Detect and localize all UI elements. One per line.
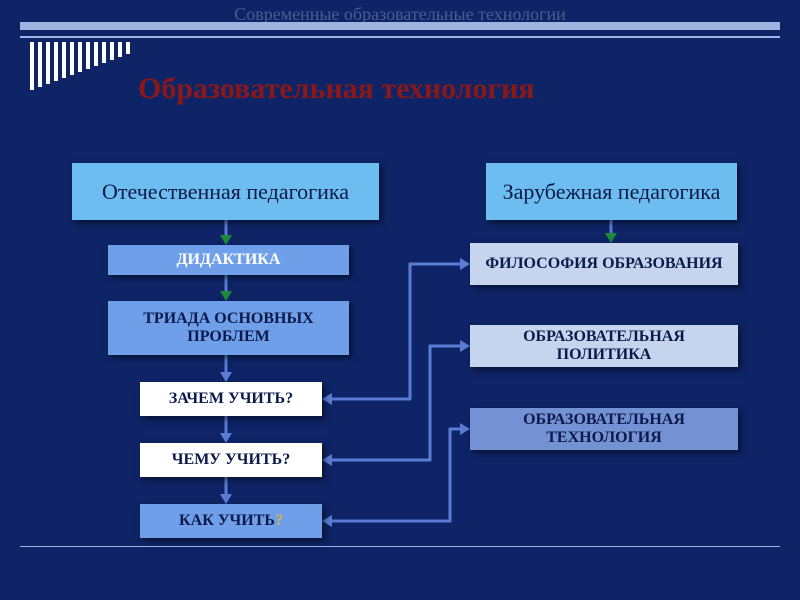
- node-philosophy: ФИЛОСОФИЯ ОБРАЗОВАНИЯ: [470, 243, 738, 285]
- node-what: ЧЕМУ УЧИТЬ?: [140, 443, 322, 477]
- node-policy: ОБРАЗОВАТЕЛЬНАЯ ПОЛИТИКА: [470, 325, 738, 367]
- slide-title: Образовательная технология: [138, 72, 535, 106]
- node-foreign: Зарубежная педагогика: [486, 163, 737, 220]
- node-how: КАК УЧИТЬ?: [140, 504, 322, 538]
- node-triad: ТРИАДА ОСНОВНЫХ ПРОБЛЕМ: [108, 301, 349, 355]
- node-domestic: Отечественная педагогика: [72, 163, 379, 220]
- node-why: ЗАЧЕМ УЧИТЬ?: [140, 382, 322, 416]
- bottom-divider: [20, 546, 780, 547]
- node-didactics: ДИДАКТИКА: [108, 245, 349, 275]
- decor-stripe: [20, 36, 780, 38]
- node-technology: ОБРАЗОВАТЕЛЬНАЯ ТЕХНОЛОГИЯ: [470, 408, 738, 450]
- decor-stripe: [20, 22, 780, 30]
- decor-bars: [30, 42, 130, 90]
